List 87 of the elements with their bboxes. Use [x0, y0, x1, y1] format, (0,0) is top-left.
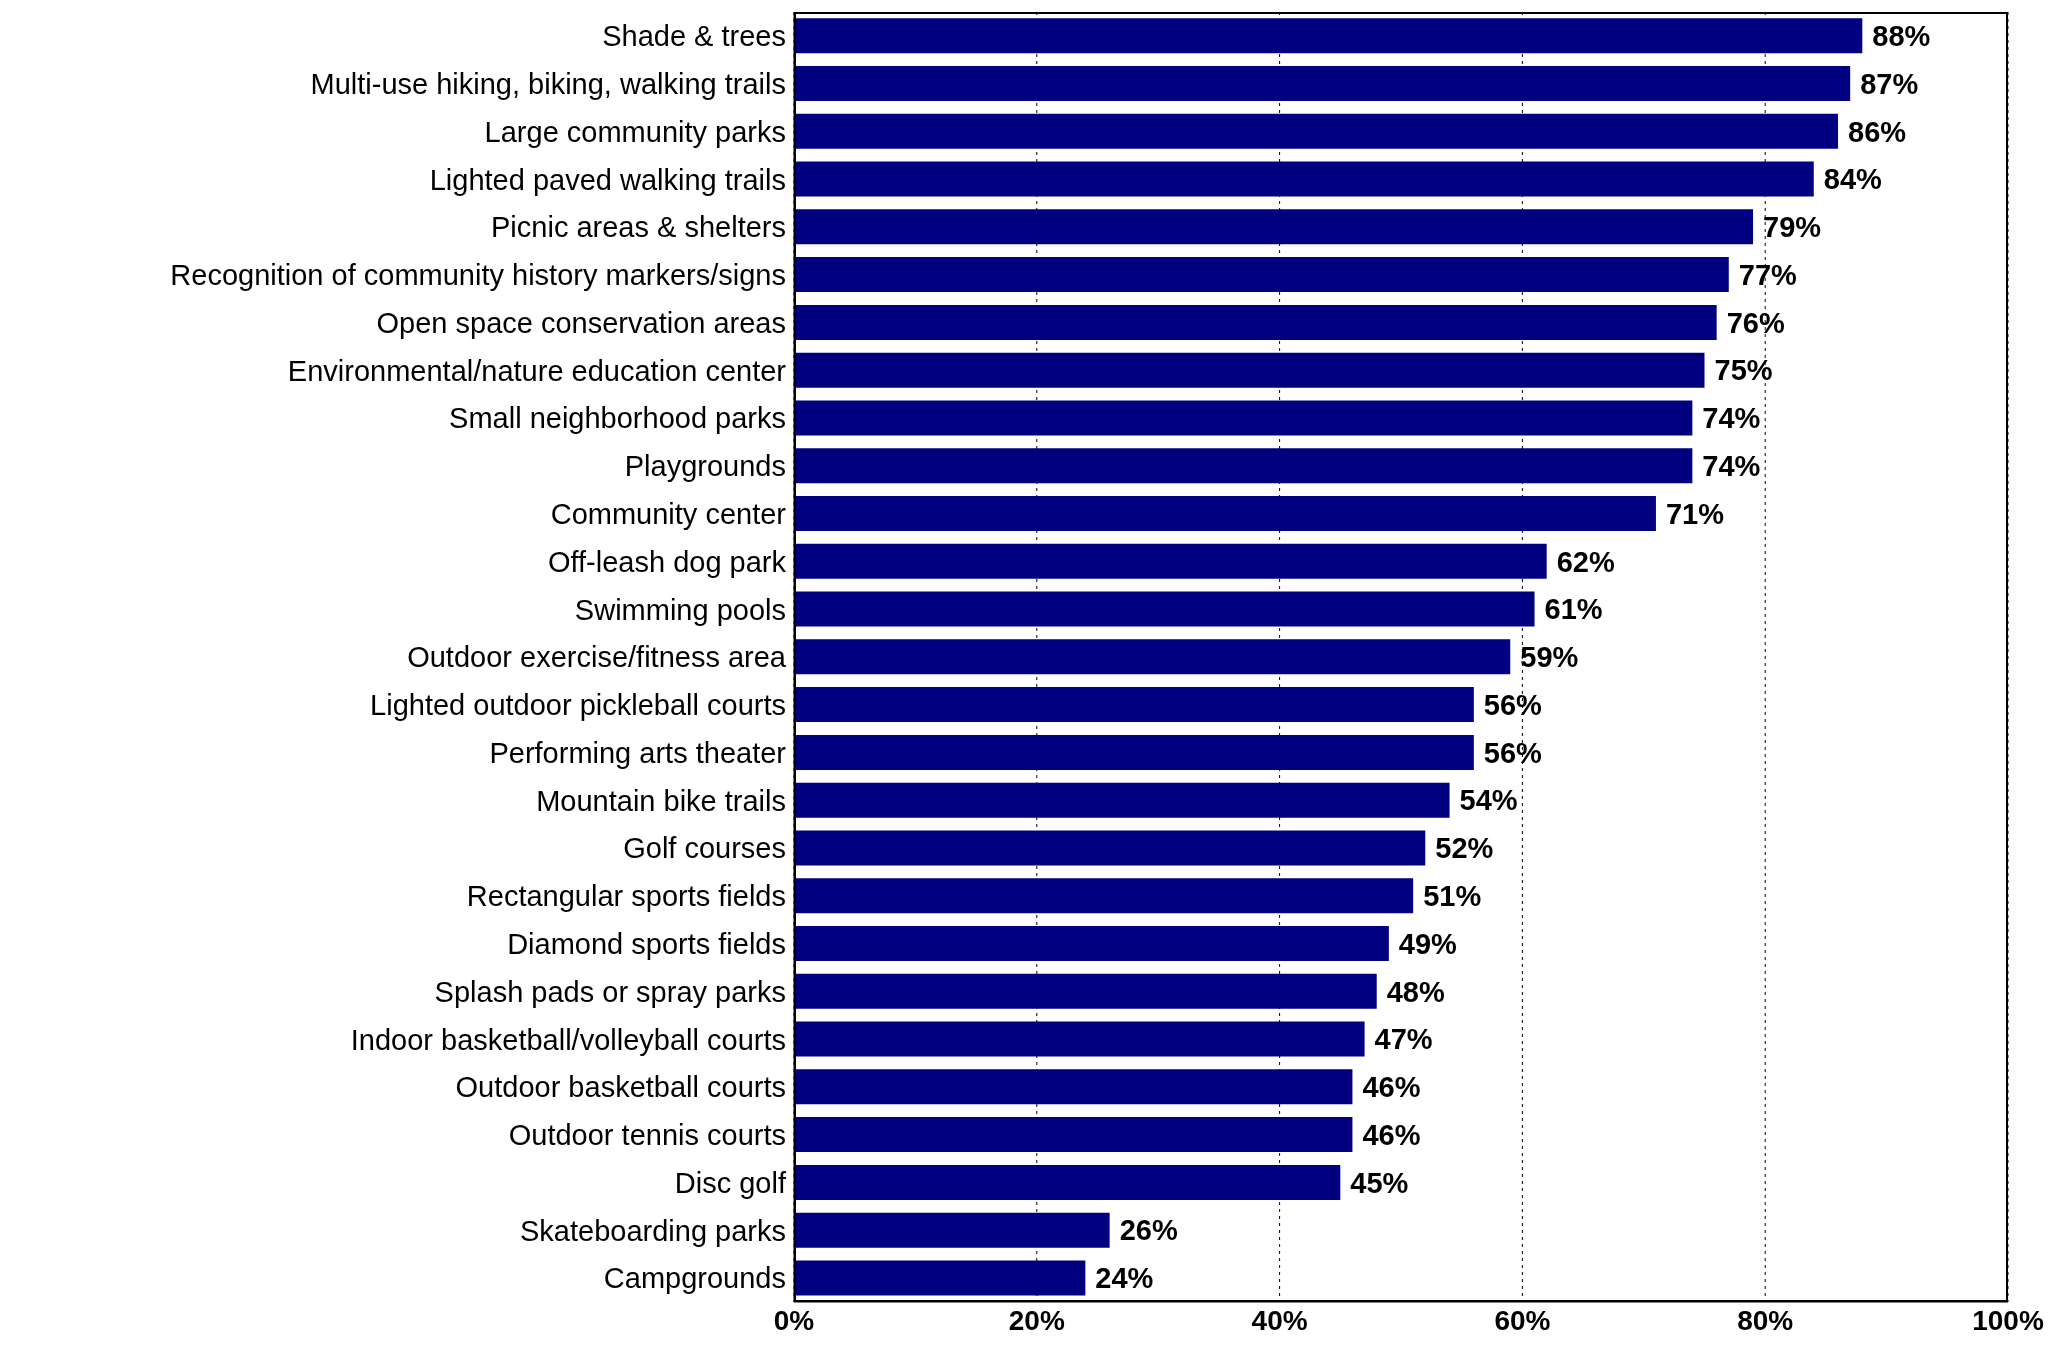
y-tick-label: Large community parks [484, 115, 786, 148]
y-tick-label: Outdoor tennis courts [508, 1119, 786, 1152]
bar [794, 1164, 1341, 1200]
y-tick-label: Indoor basketball/volleyball courts [350, 1023, 786, 1056]
bar [794, 400, 1693, 436]
bar [794, 543, 1547, 579]
y-tick-label: Environmental/nature education center [287, 354, 787, 387]
bar [794, 495, 1656, 531]
bar [794, 591, 1535, 627]
x-tick-label: 40% [1251, 1304, 1308, 1336]
data-label: 54% [1459, 784, 1518, 817]
bar [794, 304, 1717, 340]
data-label: 24% [1095, 1262, 1154, 1295]
x-tick-label: 60% [1494, 1304, 1551, 1336]
bar [794, 1260, 1086, 1296]
bar [794, 161, 1814, 197]
y-tick-label: Outdoor basketball courts [455, 1071, 786, 1104]
data-label: 79% [1763, 211, 1822, 244]
bar [794, 65, 1851, 101]
y-tick-label: Lighted outdoor pickleball courts [370, 689, 786, 722]
bar [794, 925, 1389, 961]
data-label: 46% [1362, 1071, 1421, 1104]
y-tick-label: Recognition of community history markers/signs [170, 259, 786, 292]
data-label: 61% [1544, 593, 1603, 626]
data-label: 52% [1435, 832, 1494, 865]
y-tick-label: Small neighborhood parks [449, 402, 786, 435]
data-label: 56% [1483, 736, 1543, 769]
bar [794, 448, 1693, 484]
data-label: 49% [1398, 927, 1458, 960]
y-tick-label: Golf courses [623, 832, 786, 865]
y-tick-label: Diamond sports fields [507, 927, 786, 960]
x-tick-label: 20% [1008, 1304, 1065, 1336]
x-tick-label: 0% [773, 1304, 815, 1336]
data-label: 51% [1423, 880, 1482, 913]
y-tick-label: Rectangular sports fields [466, 880, 786, 913]
x-tick-label: 100% [1972, 1304, 2044, 1336]
y-tick-label: Multi-use hiking, biking, walking trails [310, 67, 786, 100]
data-label: 77% [1738, 258, 1798, 291]
bar [794, 830, 1426, 866]
data-label: 59% [1520, 641, 1579, 674]
data-label: 45% [1350, 1166, 1409, 1199]
bar [794, 209, 1754, 245]
data-label: 26% [1119, 1214, 1178, 1247]
y-tick-label: Playgrounds [624, 450, 786, 483]
data-label: 75% [1714, 354, 1773, 387]
data-label: 87% [1860, 67, 1919, 100]
y-tick-label: Picnic areas & shelters [491, 211, 786, 244]
x-tick-label: 80% [1737, 1304, 1794, 1336]
bar [794, 782, 1450, 818]
y-tick-label: Mountain bike trails [536, 784, 786, 817]
bar [794, 973, 1377, 1009]
bar [794, 18, 1863, 54]
y-tick-label: Skateboarding parks [520, 1214, 786, 1247]
data-label: 74% [1702, 450, 1761, 483]
y-tick-label: Campgrounds [603, 1262, 786, 1295]
data-label: 88% [1872, 20, 1931, 53]
bar [794, 878, 1414, 914]
y-tick-label: Swimming pools [574, 593, 786, 626]
bar [794, 1117, 1353, 1153]
bar [794, 734, 1474, 770]
data-label: 46% [1362, 1118, 1421, 1151]
bar [794, 1069, 1353, 1105]
data-label: 84% [1823, 163, 1883, 196]
bar [794, 687, 1474, 723]
bar [794, 257, 1729, 293]
y-tick-label: Shade & trees [602, 20, 786, 53]
data-label: 62% [1556, 545, 1615, 578]
bar [794, 1021, 1365, 1057]
data-label: 56% [1483, 688, 1543, 721]
y-tick-label: Outdoor exercise/fitness area [407, 641, 787, 674]
data-label: 76% [1726, 306, 1785, 339]
bar [794, 352, 1705, 388]
y-tick-label: Disc golf [674, 1166, 787, 1199]
data-label: 71% [1665, 497, 1725, 530]
data-label: 47% [1374, 1023, 1433, 1056]
bar [794, 1212, 1110, 1248]
y-tick-label: Lighted paved walking trails [429, 163, 786, 196]
data-label: 86% [1848, 115, 1907, 148]
y-tick-label: Off-leash dog park [547, 545, 787, 578]
data-label: 74% [1702, 402, 1761, 435]
y-tick-label: Community center [550, 497, 787, 530]
bar [794, 113, 1839, 149]
y-tick-label: Performing arts theater [489, 736, 787, 769]
y-tick-label: Splash pads or spray parks [434, 975, 786, 1008]
data-label: 48% [1386, 975, 1445, 1008]
bar [794, 639, 1511, 675]
y-tick-label: Open space conservation areas [376, 306, 786, 339]
